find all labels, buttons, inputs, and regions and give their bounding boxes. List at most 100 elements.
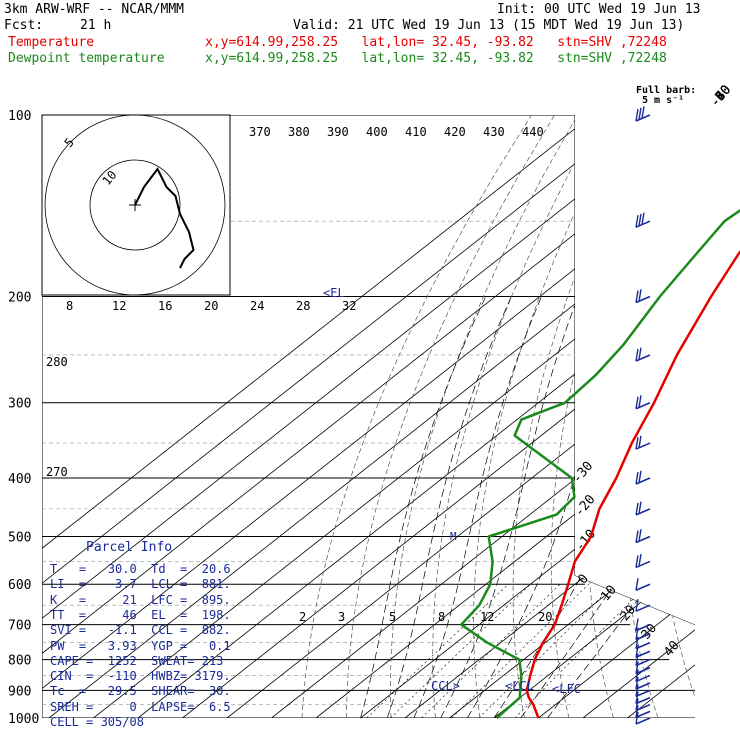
wind-barb-feather <box>635 530 639 543</box>
isotherm-line <box>42 115 638 718</box>
mixing-ratio-line <box>478 583 615 718</box>
dewpoint-location: x,y=614.99,258.25 lat,lon= 32.45, -93.82… <box>205 51 667 66</box>
isotherm-label: -10 <box>573 527 600 555</box>
wind-barb-feather <box>635 108 639 122</box>
mixing-ratio-label: 20 <box>538 610 552 624</box>
parcel-info-row: CIN = -110 HWBZ= 3179. <box>50 669 231 684</box>
dry-adiabat-line <box>390 115 578 718</box>
theta-label: 400 <box>366 125 388 139</box>
forecast-label: Fcst: <box>4 18 44 33</box>
wind-barb <box>635 717 651 725</box>
mixing-ratio-line <box>421 583 561 718</box>
lfc-marker: <LFC <box>552 682 581 696</box>
isotherm-line <box>42 115 682 718</box>
theta-label: 430 <box>483 125 505 139</box>
wind-barb-feather <box>638 213 642 226</box>
theta-label: 370 <box>249 125 271 139</box>
wind-barb-feather <box>635 215 639 228</box>
theta-label: 410 <box>405 125 427 139</box>
wind-barb <box>635 560 651 569</box>
wind-barb <box>635 114 651 122</box>
wind-barb-feather <box>635 653 639 666</box>
wind-barb-feather <box>638 395 642 408</box>
hodograph-speed-label: 16 <box>158 299 172 313</box>
pressure-label: 900 <box>8 684 31 699</box>
isotherm-line <box>493 115 695 718</box>
theta-e-label: 280 <box>46 355 68 369</box>
isotherm-label: 20 <box>618 602 640 624</box>
wind-barb-feather <box>635 502 639 516</box>
moist-adiabat-line <box>360 296 487 718</box>
parcel-info-row: K = 21 LFC = 895. <box>50 592 231 607</box>
dry-adiabat-line <box>692 115 695 718</box>
dry-adiabat-line <box>658 115 695 718</box>
mixing-ratio-label: 5 <box>389 610 396 624</box>
barb-note: Full barb: <box>636 85 697 96</box>
hodograph-speed-label: 12 <box>112 299 126 313</box>
parcel-info-row: Tc = 29.5 SHEAR= 30. <box>50 684 231 699</box>
wind-barb <box>635 710 651 719</box>
forecast-hour: 21 h <box>80 18 112 33</box>
pressure-label: 300 <box>8 397 31 412</box>
theta-label: 420 <box>444 125 466 139</box>
wind-barb <box>635 477 651 485</box>
pressure-label: 400 <box>8 472 31 487</box>
wind-barb-feather <box>638 289 642 302</box>
model-title: 3km ARW-WRF -- NCAR/MMM <box>4 2 185 17</box>
temperature-legend: Temperature <box>8 35 95 50</box>
wind-barb <box>635 295 651 304</box>
temperature-location: x,y=614.99,258.25 lat,lon= 32.45, -93.82… <box>205 35 667 50</box>
mixing-ratio-line <box>390 583 531 718</box>
isotherm-line <box>226 115 695 718</box>
wind-barb-feather <box>638 501 642 514</box>
dry-adiabat-line <box>623 115 695 718</box>
isotherm-label: 0 <box>575 572 592 588</box>
mixing-ratio-label: 12 <box>480 610 494 624</box>
parcel-info-row: SREH = 0 LAPSE= 6.5 <box>50 699 231 714</box>
moist-adiabat-line <box>386 296 512 718</box>
wind-barb-feather <box>635 555 639 568</box>
wind-barb <box>635 682 651 690</box>
wind-barb <box>635 666 651 675</box>
wind-barb <box>635 658 651 667</box>
isotherm-label: -20 <box>572 492 599 520</box>
wind-barb-feather <box>635 684 639 697</box>
wind-barb <box>635 442 651 450</box>
wind-barb <box>635 633 651 641</box>
mixing-ratio-label: 8 <box>438 610 445 624</box>
mixing-ratio-label: 3 <box>338 610 345 624</box>
isotherm-line <box>582 115 695 718</box>
wind-barb <box>635 583 651 591</box>
hodograph-speed-label: 32 <box>342 299 356 313</box>
isotherm-line <box>42 115 593 718</box>
isotherm-line <box>182 115 695 718</box>
wind-barb-feather <box>635 669 639 682</box>
wind-barb-feather <box>641 106 645 119</box>
isotherm-label: -30 <box>570 459 597 487</box>
hodograph-trace <box>134 167 195 269</box>
hodograph-ring-outer <box>44 114 226 296</box>
wind-barb-feather <box>635 698 639 711</box>
dry-adiabat-line <box>432 115 602 718</box>
pressure-label: 800 <box>8 654 31 669</box>
wind-barb-feather <box>638 554 642 567</box>
wind-barb-feather <box>638 470 642 483</box>
parcel-info-row: PW = 3.93 YGP = 0.1 <box>50 638 231 653</box>
wind-barb-feather <box>635 471 639 485</box>
dry-adiabat-line <box>550 115 671 718</box>
isotherm-line <box>404 115 695 718</box>
theta-label: 380 <box>288 125 310 139</box>
pressure-label: 500 <box>8 530 31 545</box>
wind-barb-feather <box>641 212 645 225</box>
wind-barb-feather <box>635 396 639 409</box>
wind-barb <box>635 401 651 410</box>
wind-barb-feather <box>635 676 639 690</box>
hodograph-speed-label: 20 <box>204 299 218 313</box>
parcel-info-title: Parcel Info <box>86 540 173 555</box>
wind-barb <box>635 696 651 705</box>
temperature-profile <box>525 250 740 719</box>
theta-label: 440 <box>522 125 544 139</box>
init-time: Init: 00 UTC Wed 19 Jun 13 <box>497 2 701 17</box>
wind-barb-feather <box>635 578 639 591</box>
wind-barb <box>635 641 651 650</box>
